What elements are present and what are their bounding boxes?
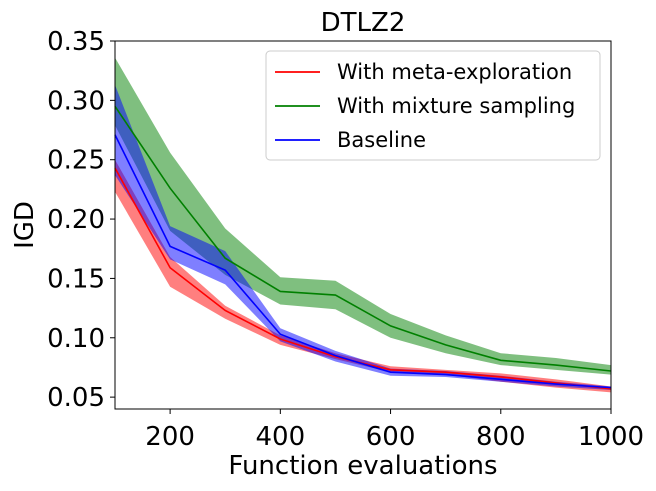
chart-title: DTLZ2 [321,8,406,38]
legend: With meta-exploration With mixture sampli… [265,50,601,161]
x-tick-label: 400 [256,422,306,452]
x-tick-label: 600 [366,422,416,452]
series-line-with-mixture-sampling [114,105,612,372]
legend-label: With meta-exploration [337,60,572,84]
x-tick-label: 200 [145,422,195,452]
y-tick-label: 0.35 [47,27,105,57]
legend-label: Baseline [337,128,426,152]
y-tick-label: 0.05 [47,383,105,413]
plot-frame [114,40,612,410]
x-tick-label: 1000 [578,422,644,452]
x-tick-label: 800 [476,422,526,452]
series-line-baseline [114,134,612,389]
y-tick-label: 0.20 [47,205,105,235]
legend-label: With mixture sampling [337,94,575,118]
y-tick-label: 0.30 [47,86,105,116]
y-axis-label: IGD [10,201,40,249]
y-tick-label: 0.15 [47,264,105,294]
y-tick-label: 0.10 [47,324,105,354]
y-tick-label: 0.25 [47,146,105,176]
x-axis-label: Function evaluations [228,451,497,481]
legend-box [265,50,601,161]
